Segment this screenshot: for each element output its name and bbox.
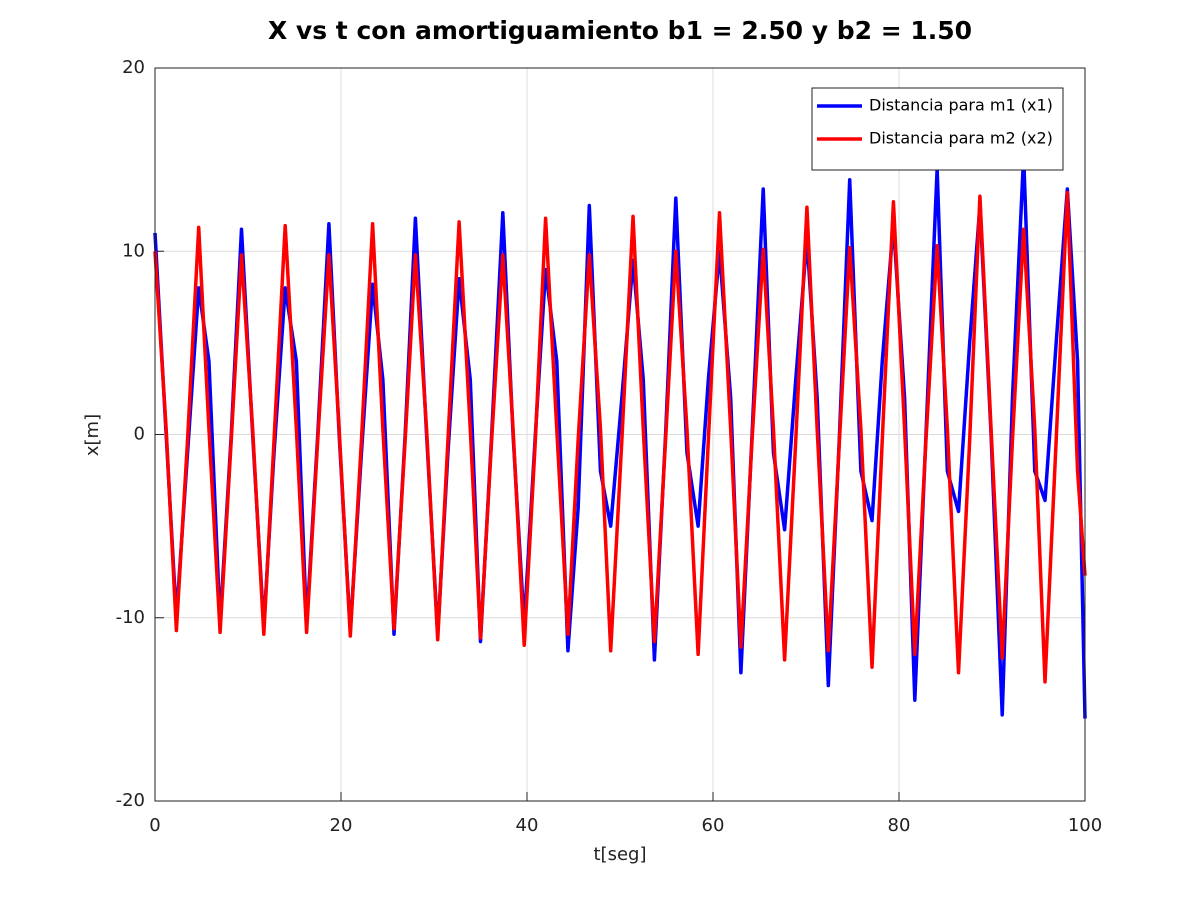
x-tick-label: 0 (149, 815, 160, 836)
x-tick-label: 20 (330, 815, 353, 836)
series-line (153, 190, 1087, 684)
x-tick-label: 100 (1068, 815, 1102, 836)
x-tick-label: 40 (516, 815, 539, 836)
x-tick-label: 60 (702, 815, 725, 836)
y-tick-label: -20 (116, 790, 145, 811)
y-tick-label: -10 (116, 607, 145, 628)
y-tick-label: 10 (122, 240, 145, 261)
plot-lines (153, 154, 1087, 719)
x-axis-label: t[seg] (594, 844, 647, 865)
y-axis-label: x[m] (82, 414, 103, 456)
legend-box (811, 87, 1064, 171)
legend-label: Distancia para m1 (x1) (869, 96, 1053, 115)
y-tick-label: 0 (134, 424, 145, 445)
y-tick-label: 20 (122, 57, 145, 78)
x-tick-label: 80 (888, 815, 911, 836)
chart-title: X vs t con amortiguamiento b1 = 2.50 y b… (268, 16, 972, 45)
legend: Distancia para m1 (x1) Distancia para m2 … (811, 87, 1064, 171)
axes-box (154, 67, 1086, 802)
legend-label: Distancia para m2 (x2) (869, 129, 1053, 148)
